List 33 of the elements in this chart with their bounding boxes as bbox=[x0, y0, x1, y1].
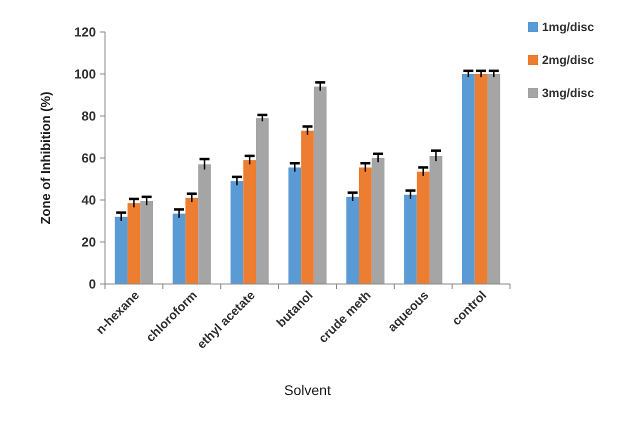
legend-label: 3mg/disc bbox=[542, 86, 594, 100]
bar bbox=[372, 158, 384, 284]
y-tick-label: 60 bbox=[82, 150, 96, 166]
y-tick-label: 80 bbox=[82, 108, 96, 124]
bar bbox=[346, 196, 359, 284]
y-tick-label: 100 bbox=[74, 66, 96, 82]
bar bbox=[416, 172, 430, 284]
bar bbox=[301, 130, 314, 284]
bar bbox=[430, 156, 442, 284]
bar bbox=[404, 194, 417, 284]
bar bbox=[256, 118, 269, 284]
bar bbox=[462, 74, 475, 284]
y-tick-label: 20 bbox=[82, 234, 96, 250]
y-axis-title: Zone of Inhibition (%) bbox=[38, 92, 53, 224]
y-tick-label: 0 bbox=[88, 276, 96, 292]
bar bbox=[185, 198, 198, 284]
bar bbox=[474, 74, 488, 284]
y-tick-label: 40 bbox=[82, 192, 96, 208]
bar bbox=[172, 214, 186, 284]
bar bbox=[314, 86, 327, 284]
bar bbox=[140, 201, 154, 284]
bar bbox=[128, 203, 140, 284]
bar bbox=[358, 167, 372, 284]
legend-label: 2mg/disc bbox=[542, 53, 594, 68]
bar bbox=[243, 160, 256, 284]
bar bbox=[114, 216, 128, 284]
y-tick-label: 120 bbox=[74, 24, 96, 40]
x-axis-title: Solvent bbox=[284, 382, 331, 398]
bar bbox=[487, 74, 500, 284]
bar bbox=[288, 167, 302, 284]
bar bbox=[230, 181, 244, 284]
bar bbox=[198, 164, 211, 284]
legend-label: 1mg/disc bbox=[542, 20, 594, 34]
